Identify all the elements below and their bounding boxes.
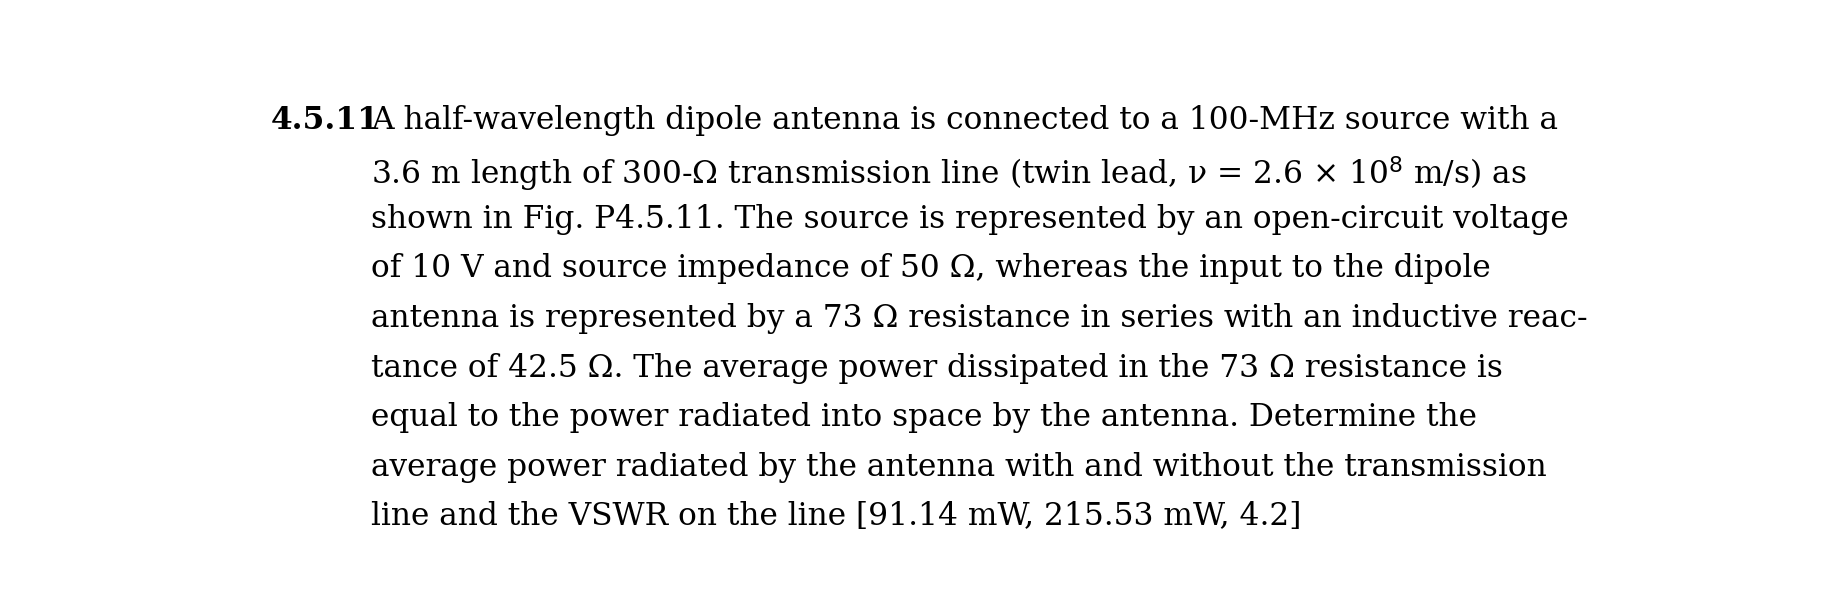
Text: antenna is represented by a 73 Ω resistance in series with an inductive reac-: antenna is represented by a 73 Ω resista… <box>371 303 1587 334</box>
Text: shown in Fig. P4.5.11. The source is represented by an open-circuit voltage: shown in Fig. P4.5.11. The source is rep… <box>371 204 1569 235</box>
Text: 4.5.11: 4.5.11 <box>272 105 381 135</box>
Text: A half-wavelength dipole antenna is connected to a 100-MHz source with a: A half-wavelength dipole antenna is conn… <box>371 105 1558 135</box>
Text: line and the VSWR on the line [91.14 mW, 215.53 mW, 4.2]: line and the VSWR on the line [91.14 mW,… <box>371 501 1301 533</box>
Text: tance of 42.5 Ω. The average power dissipated in the 73 Ω resistance is: tance of 42.5 Ω. The average power dissi… <box>371 353 1502 383</box>
Text: 3.6 m length of 300-Ω transmission line (twin lead, ν = 2.6 × 10$^{8}$ m/s) as: 3.6 m length of 300-Ω transmission line … <box>371 154 1526 194</box>
Text: average power radiated by the antenna with and without the transmission: average power radiated by the antenna wi… <box>371 452 1547 483</box>
Text: of 10 V and source impedance of 50 Ω, whereas the input to the dipole: of 10 V and source impedance of 50 Ω, wh… <box>371 253 1491 285</box>
Text: equal to the power radiated into space by the antenna. Determine the: equal to the power radiated into space b… <box>371 402 1477 433</box>
